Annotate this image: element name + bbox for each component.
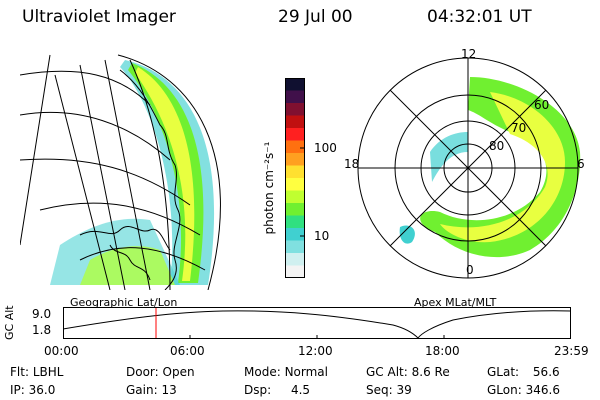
colorbar-stripe [285, 215, 305, 229]
info-mode-label: Mode: [244, 365, 281, 379]
info-gain-label: Gain: [126, 383, 158, 397]
colorbar [285, 78, 305, 278]
info-gcalt-value: 8.6 Re [411, 365, 450, 379]
colorbar-stripe [285, 190, 305, 204]
polar-panel-caption: Apex MLat/MLT [414, 296, 497, 309]
info-seq-label: Seq: [366, 383, 393, 397]
info-glat: GLat: 56.6 [487, 365, 560, 379]
altitude-xtick-2359: 23:59 [554, 344, 589, 358]
polar-grid [357, 57, 579, 279]
header-time: 04:32:01 UT [427, 7, 532, 27]
lat-lon-grid [20, 54, 206, 290]
info-glon: GLon: 346.6 [487, 383, 560, 397]
info-door: Door: Open [126, 365, 195, 379]
geo-panel-caption: Geographic Lat/Lon [70, 296, 178, 309]
altitude-ytick-high: 9.0 [32, 307, 52, 321]
mlt-label-12: 12 [461, 47, 477, 61]
info-dsp-value: 4.5 [290, 383, 311, 397]
info-gcalt-label: GC Alt: [366, 365, 408, 379]
info-seq-value: 39 [396, 383, 412, 397]
info-glon-value: 346.6 [525, 383, 560, 397]
info-mode-value: Normal [284, 365, 328, 379]
info-door-label: Door: [126, 365, 159, 379]
info-glat-value: 56.6 [532, 365, 560, 379]
colorbar-stripe [285, 140, 305, 154]
colorbar-stripe [285, 165, 305, 179]
info-glat-label: GLat: [487, 365, 520, 379]
header-date: 29 Jul 00 [278, 7, 353, 27]
info-door-value: Open [162, 365, 195, 379]
altitude-xtick-1200: 12:00 [298, 344, 333, 358]
colorbar-tick-10: 10 [314, 229, 330, 243]
mlat-label-80: 80 [489, 139, 505, 153]
polar-aurora-patch [399, 225, 415, 244]
coastline [79, 69, 181, 290]
mlt-label-0: 0 [466, 263, 474, 277]
info-flt: Flt: LBHL [10, 365, 63, 379]
info-gcalt: GC Alt: 8.6 Re [366, 365, 450, 379]
info-flt-label: Flt: [10, 365, 29, 379]
info-gain-value: 13 [161, 383, 177, 397]
altitude-curve [63, 310, 571, 339]
colorbar-stripe [285, 128, 305, 141]
info-ip-label: IP: [10, 383, 25, 397]
colorbar-stripe [285, 103, 305, 116]
info-glon-label: GLon: [487, 383, 522, 397]
info-flt-value: LBHL [32, 365, 64, 379]
aurora-band-mid [128, 63, 204, 283]
colorbar-tick-100: 100 [314, 141, 337, 155]
colorbar-stripe [285, 78, 305, 91]
info-dsp: Dsp: 4.5 [244, 383, 310, 397]
altitude-ytick-low: 1.8 [32, 323, 52, 337]
altitude-ylabel: GC Alt [3, 305, 16, 340]
mlat-label-60: 60 [534, 98, 550, 112]
mlt-label-6: 6 [577, 157, 585, 171]
colorbar-unit-label: photon cm⁻²s⁻¹ [262, 141, 276, 235]
colorbar-stripe [285, 115, 305, 129]
polar-aurora-core [440, 92, 565, 243]
altitude-xtick-0600: 06:00 [170, 344, 205, 358]
geographic-map-panel [20, 54, 221, 290]
mlat-label-70: 70 [511, 121, 527, 135]
altitude-xtick-0000: 00:00 [44, 344, 79, 358]
polar-aurora-dusk [430, 132, 468, 182]
aurora-patch-south-core [80, 246, 175, 285]
altitude-plot [63, 307, 571, 339]
info-ip: IP: 36.0 [10, 383, 55, 397]
info-gain: Gain: 13 [126, 383, 177, 397]
info-seq: Seq: 39 [366, 383, 412, 397]
colorbar-stripe [285, 153, 305, 166]
colorbar-stripe [285, 90, 305, 104]
info-dsp-label: Dsp: [244, 383, 272, 397]
info-mode: Mode: Normal [244, 365, 328, 379]
altitude-xtick-1800: 18:00 [425, 344, 460, 358]
colorbar-stripe [285, 203, 305, 216]
polar-map-panel [357, 57, 581, 279]
mlt-label-18: 18 [344, 157, 360, 171]
colorbar-stripe [285, 178, 305, 191]
app-title: Ultraviolet Imager [22, 7, 176, 27]
colorbar-stripe [285, 253, 305, 266]
colorbar-stripe [285, 240, 305, 254]
info-ip-value: 36.0 [28, 383, 56, 397]
colorbar-stripe [285, 228, 305, 241]
colorbar-stripe [285, 265, 305, 278]
aurora-band-core [135, 67, 195, 281]
earth-limb [117, 54, 221, 290]
